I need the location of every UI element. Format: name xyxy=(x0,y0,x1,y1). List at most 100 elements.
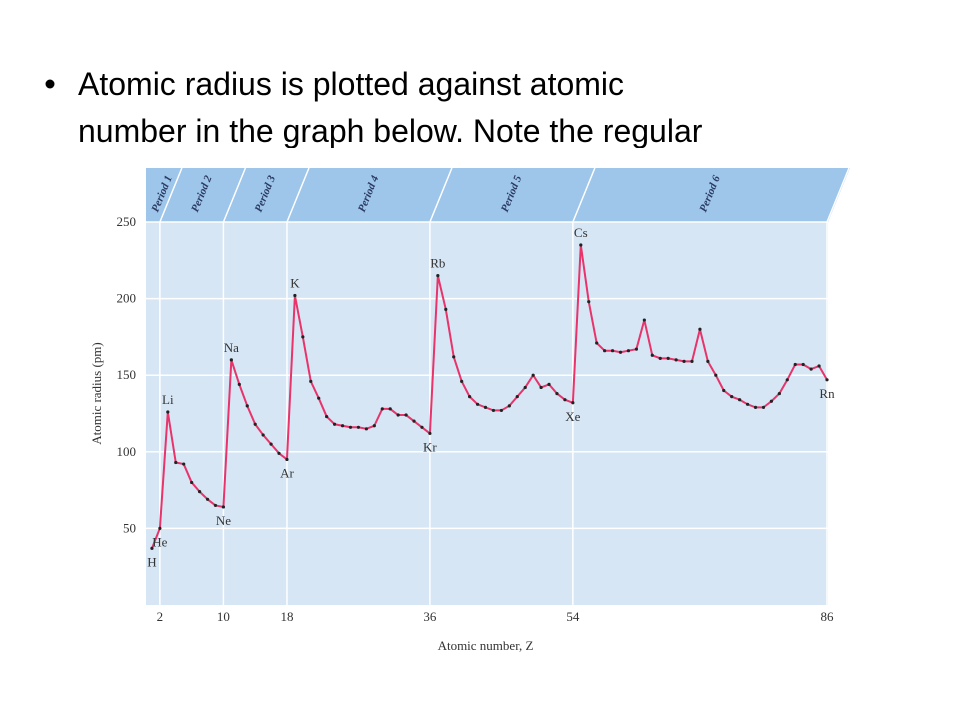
data-point xyxy=(372,424,376,428)
y-tick-label: 50 xyxy=(123,520,136,535)
data-point xyxy=(666,356,670,360)
data-point xyxy=(563,398,567,402)
data-point xyxy=(491,408,496,413)
band-divider xyxy=(286,167,310,223)
data-point xyxy=(539,385,543,390)
band-divider xyxy=(159,167,183,223)
data-point xyxy=(388,407,392,411)
data-point xyxy=(801,362,805,367)
data-point xyxy=(309,379,313,383)
point-label: K xyxy=(290,276,300,291)
data-point xyxy=(523,385,527,390)
x-axis-title: Atomic number, Z xyxy=(438,638,534,653)
point-label: H xyxy=(147,554,156,569)
data-point xyxy=(205,497,210,501)
point-label: Ar xyxy=(280,465,294,480)
data-point xyxy=(412,419,416,423)
data-point xyxy=(706,359,710,364)
data-point xyxy=(158,526,162,531)
x-tick-label: 86 xyxy=(821,609,835,624)
data-point xyxy=(738,398,742,402)
data-point xyxy=(197,490,202,494)
bullet-text: number in the graph below. Note the regu… xyxy=(78,113,703,149)
x-tick-label: 18 xyxy=(280,609,293,624)
data-point xyxy=(174,460,178,465)
x-tick-label: 54 xyxy=(566,609,580,624)
band-divider xyxy=(572,167,596,223)
data-line xyxy=(151,243,828,549)
data-point xyxy=(531,373,535,377)
data-point xyxy=(690,359,694,364)
data-point xyxy=(483,405,488,409)
data-point xyxy=(547,382,551,386)
data-point xyxy=(571,401,575,405)
data-point xyxy=(150,546,154,550)
data-point xyxy=(642,318,646,322)
data-point xyxy=(380,407,384,411)
point-label: Kr xyxy=(423,439,437,454)
data-point xyxy=(682,359,686,364)
data-point xyxy=(785,378,789,382)
data-point xyxy=(579,243,583,247)
data-point xyxy=(468,395,472,399)
data-point xyxy=(317,396,321,400)
data-point xyxy=(618,350,623,354)
bullet-dot xyxy=(45,79,55,89)
bullet-text: Atomic radius is plotted against atomic xyxy=(78,66,624,102)
data-point xyxy=(722,388,726,393)
data-point xyxy=(364,427,368,431)
data-point xyxy=(452,355,456,359)
data-point xyxy=(777,391,781,396)
point-label: Xe xyxy=(565,409,580,424)
point-label: He xyxy=(152,534,167,549)
data-point xyxy=(761,405,766,409)
period-band xyxy=(146,168,850,222)
point-label: Li xyxy=(162,392,174,407)
point-label: Ne xyxy=(216,513,231,528)
data-point xyxy=(245,404,249,408)
x-tick-label: 36 xyxy=(423,609,437,624)
data-point xyxy=(229,358,233,362)
data-point xyxy=(809,367,813,371)
data-point xyxy=(261,433,265,437)
data-point xyxy=(634,347,638,351)
data-point xyxy=(769,399,774,403)
data-point xyxy=(293,293,297,298)
data-point xyxy=(674,358,678,362)
band-divider xyxy=(826,167,850,223)
data-point xyxy=(714,373,718,377)
data-point xyxy=(221,505,226,509)
point-label: Rn xyxy=(819,386,835,401)
data-point xyxy=(745,402,750,406)
data-point xyxy=(190,480,194,485)
data-point xyxy=(356,425,361,429)
y-tick-label: 150 xyxy=(117,367,137,382)
data-point xyxy=(793,362,797,367)
data-point xyxy=(460,379,464,383)
band-divider xyxy=(429,167,453,223)
data-point xyxy=(698,327,702,331)
data-point xyxy=(753,405,758,409)
data-point xyxy=(396,413,400,417)
point-label: Cs xyxy=(574,225,588,240)
data-point xyxy=(213,503,218,508)
data-point xyxy=(428,431,432,436)
y-axis-title: Atomic radius (pm) xyxy=(89,342,104,445)
data-point xyxy=(555,391,559,396)
data-point xyxy=(650,353,654,357)
data-point xyxy=(595,341,599,345)
data-point xyxy=(301,335,305,339)
data-point xyxy=(515,395,519,399)
x-tick-label: 10 xyxy=(217,609,230,624)
data-point xyxy=(475,402,480,406)
data-point xyxy=(817,364,821,368)
data-point xyxy=(237,382,241,386)
point-label: Na xyxy=(224,340,239,355)
data-point xyxy=(507,404,511,408)
plot-area xyxy=(146,222,828,605)
data-point xyxy=(730,395,734,399)
data-point xyxy=(340,424,345,428)
band-divider xyxy=(222,167,247,223)
data-point xyxy=(404,413,408,417)
